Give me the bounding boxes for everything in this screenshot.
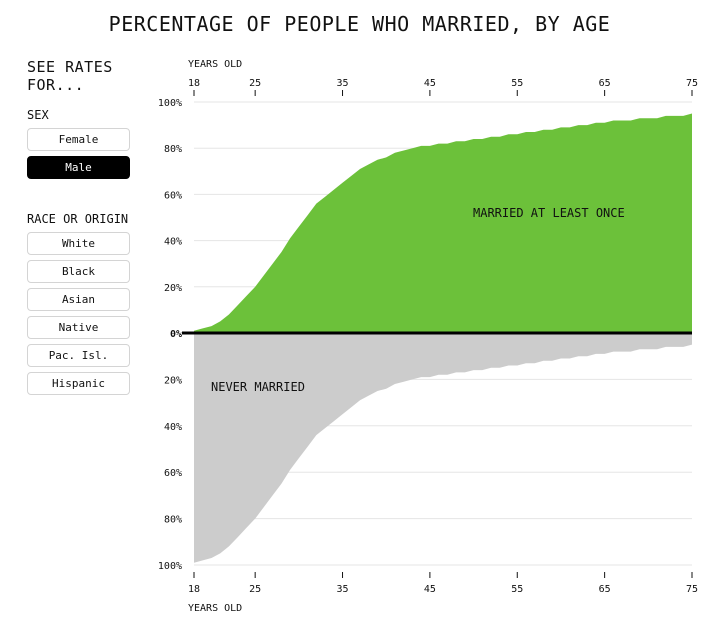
race-button-white[interactable]: White (27, 232, 130, 255)
x-tick-label-bottom: 18 (188, 584, 200, 595)
x-tick-label-top: 45 (424, 78, 436, 89)
race-button-pac-isl[interactable]: Pac. Isl. (27, 344, 130, 367)
y-tick-label-upper: 60% (164, 190, 182, 201)
sex-button-female[interactable]: Female (27, 128, 130, 151)
y-tick-label-upper: 0% (170, 329, 182, 340)
married-area (194, 113, 692, 333)
x-tick-label-top: 55 (511, 78, 523, 89)
x-tick-label-top: 65 (599, 78, 611, 89)
x-tick-label-top: 18 (188, 78, 200, 89)
y-tick-label-upper: 40% (164, 237, 182, 248)
y-tick-label-lower: 100% (158, 561, 182, 572)
y-tick-label-upper: 100% (158, 98, 182, 109)
x-tick-label-top: 35 (337, 78, 349, 89)
never-married-series-label: NEVER MARRIED (211, 380, 305, 394)
race-button-hispanic[interactable]: Hispanic (27, 372, 130, 395)
x-tick-label-bottom: 65 (599, 584, 611, 595)
y-tick-label-lower: 60% (164, 468, 182, 479)
y-tick-label-lower: 40% (164, 422, 182, 433)
x-tick-label-bottom: 25 (249, 584, 261, 595)
filter-sidebar: SEE RATES FOR... SEX Female Male RACE OR… (27, 58, 131, 400)
x-tick-label-bottom: 75 (686, 584, 698, 595)
never-married-area (194, 333, 692, 563)
race-button-native[interactable]: Native (27, 316, 130, 339)
x-tick-label-bottom: 35 (337, 584, 349, 595)
y-tick-label-upper: 80% (164, 144, 182, 155)
chart-title: PERCENTAGE OF PEOPLE WHO MARRIED, BY AGE (108, 12, 611, 36)
married-series-label: MARRIED AT LEAST ONCE (473, 206, 625, 220)
race-button-asian[interactable]: Asian (27, 288, 130, 311)
axis-ticks: 100% 80% 60% 40% 20% 0% 20% 40% 60% 80% 100% 18 18 25… (158, 78, 698, 595)
sex-section-label: SEX (27, 108, 49, 122)
race-button-black[interactable]: Black (27, 260, 130, 283)
x-axis-label-bottom: YEARS OLD (188, 603, 242, 614)
race-section-label: RACE OR ORIGIN (27, 212, 129, 226)
y-tick-label-lower: 20% (164, 375, 182, 386)
x-axis-label-top: YEARS OLD (188, 59, 242, 70)
x-tick-label-bottom: 45 (424, 584, 436, 595)
x-tick-label-bottom: 55 (511, 584, 523, 595)
y-tick-label-upper: 20% (164, 283, 182, 294)
sidebar-heading: SEE RATES FOR... (27, 58, 113, 94)
x-tick-label-top: 25 (249, 78, 261, 89)
y-tick-label-lower: 80% (164, 515, 182, 526)
x-tick-label-top: 75 (686, 78, 698, 89)
sex-button-male[interactable]: Male (27, 156, 130, 179)
